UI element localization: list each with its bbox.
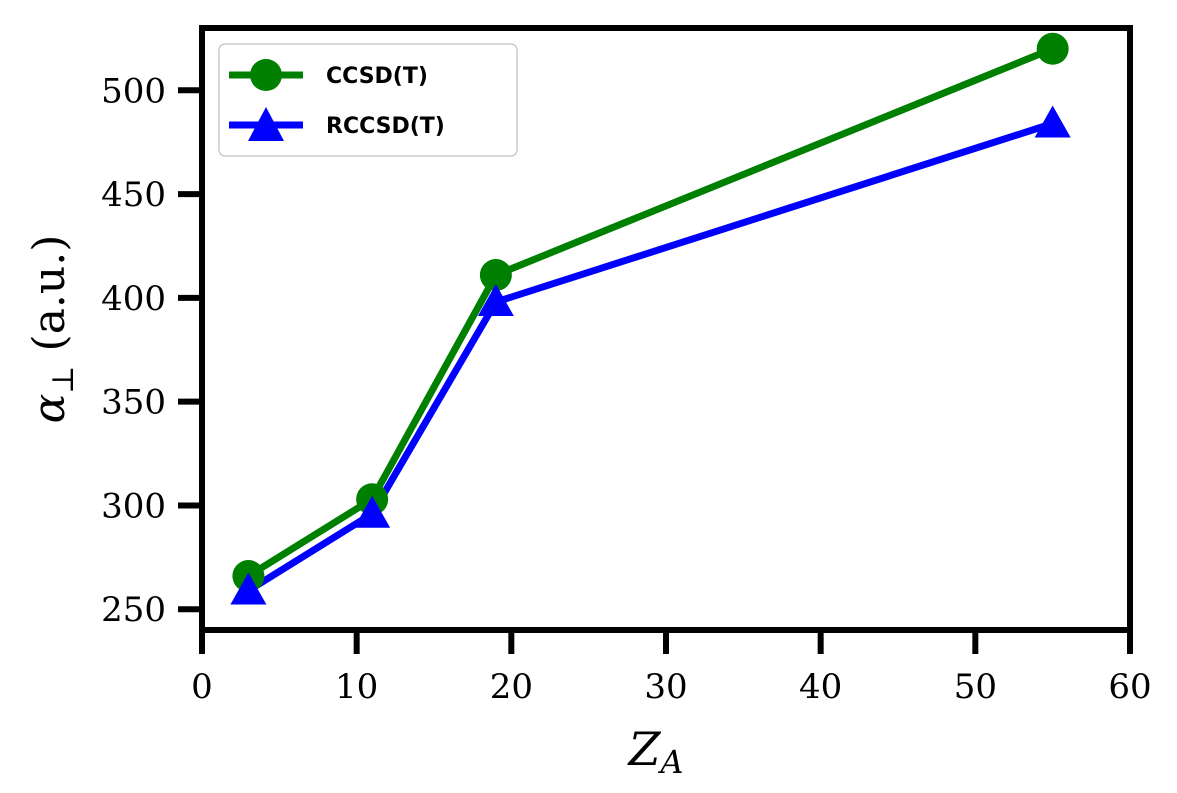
data-point-rccsd-t-1	[230, 572, 267, 605]
x-axis-label: ZA	[626, 722, 683, 781]
y-axis-label-main: α	[24, 394, 75, 424]
legend-entry-rccsd: RCCSD(T)	[229, 107, 445, 141]
plot-markers	[230, 32, 1071, 605]
y-axis-label-unit: (a.u.)	[24, 235, 75, 352]
svg-text:α⊥(a.u.): α⊥ (a.u.)	[24, 235, 81, 424]
y-tick-label-450: 450	[101, 175, 166, 215]
legend: CCSD(T) RCCSD(T)	[218, 43, 518, 157]
x-axis-ticks: 0 10 20 30 40 50 60	[191, 630, 1152, 707]
y-axis-label: α⊥ (a.u.)	[24, 235, 81, 424]
legend-label-ccsd: CCSD(T)	[326, 64, 428, 89]
x-tick-label-50: 50	[954, 667, 997, 707]
y-axis-ticks: 250 300 350 400 450 500	[101, 71, 202, 630]
y-axis-label-sub: ⊥	[46, 365, 81, 393]
y-tick-label-250: 250	[101, 590, 166, 630]
data-point-rccsd-t-4	[1034, 105, 1071, 138]
x-axis-label-sub: A	[657, 743, 683, 781]
x-tick-label-30: 30	[644, 667, 687, 707]
legend-marker-ccsd	[250, 59, 282, 91]
series-line-rccsd-t	[244, 120, 1057, 595]
y-tick-label-300: 300	[101, 486, 166, 526]
y-tick-label-400: 400	[101, 279, 166, 319]
x-tick-label-10: 10	[335, 667, 378, 707]
y-tick-label-350: 350	[101, 383, 166, 423]
x-tick-label-0: 0	[191, 667, 213, 707]
data-point-rccsd-t-2	[354, 495, 391, 528]
series-line-ccsd-t	[244, 45, 1057, 580]
svg-text:ZA: ZA	[626, 722, 683, 781]
legend-entry-ccsd: CCSD(T)	[229, 59, 428, 91]
plot-lines	[244, 45, 1057, 595]
legend-label-rccsd: RCCSD(T)	[326, 114, 445, 139]
x-tick-label-40: 40	[799, 667, 842, 707]
x-axis-label-main: Z	[626, 722, 661, 776]
data-point-ccsd-t-3	[479, 259, 512, 292]
x-tick-label-20: 20	[490, 667, 533, 707]
data-point-rccsd-t-3	[477, 284, 514, 317]
y-tick-label-500: 500	[101, 71, 166, 111]
x-tick-label-60: 60	[1108, 667, 1151, 707]
legend-marker-rccsd	[248, 107, 284, 141]
data-point-ccsd-t-4	[1036, 32, 1069, 65]
